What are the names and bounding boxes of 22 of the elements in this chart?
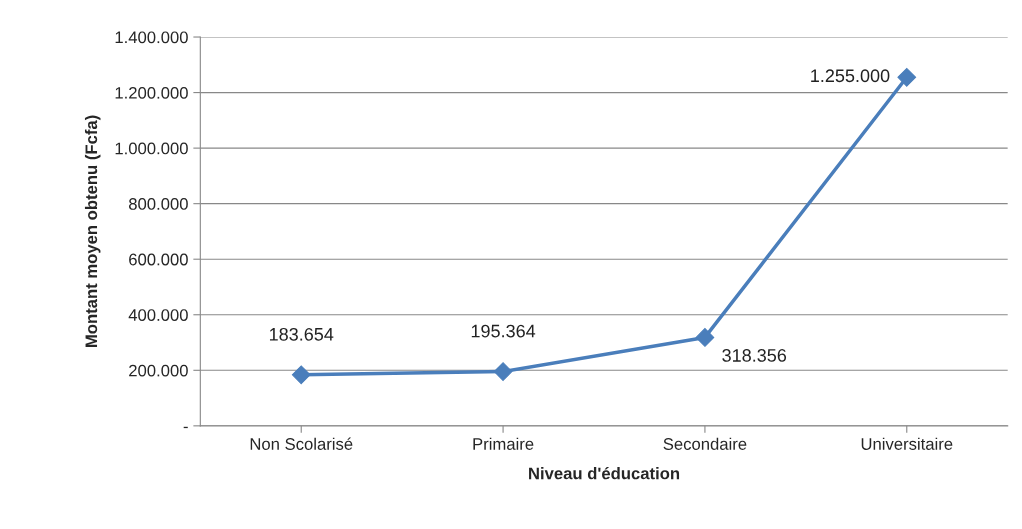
point: [291, 365, 311, 385]
y-tick-label: 200.000: [129, 364, 188, 377]
x-axis-title: Niveau d'éducation: [529, 466, 680, 480]
y-tick-label: 400.000: [128, 309, 188, 321]
y-tick-label: 1.000.000: [115, 142, 188, 155]
y-axis-title: Montant moyen obtenu (Fcfa): [84, 115, 101, 347]
x-tick-label: Non Scolarisé: [250, 437, 353, 450]
text: 183.654: [269, 327, 334, 341]
point: [695, 328, 715, 347]
y-tick-label: 600.000: [129, 253, 188, 266]
text: 318.356: [722, 349, 787, 362]
text: 195.364: [471, 324, 536, 338]
x-tick-label: Secondaire: [663, 437, 747, 450]
x-tick-label: Universitaire: [861, 437, 953, 450]
point: [897, 67, 917, 87]
text: 1.255.000: [811, 69, 890, 83]
point: [493, 362, 513, 381]
x-tick-label: Primaire: [473, 437, 534, 450]
y-tick-label: 800.000: [128, 198, 188, 210]
y-tick-label: -: [183, 426, 188, 429]
y-tick-label: 1.400.000: [115, 31, 188, 44]
y-tick-label: 1.200.000: [115, 86, 188, 99]
